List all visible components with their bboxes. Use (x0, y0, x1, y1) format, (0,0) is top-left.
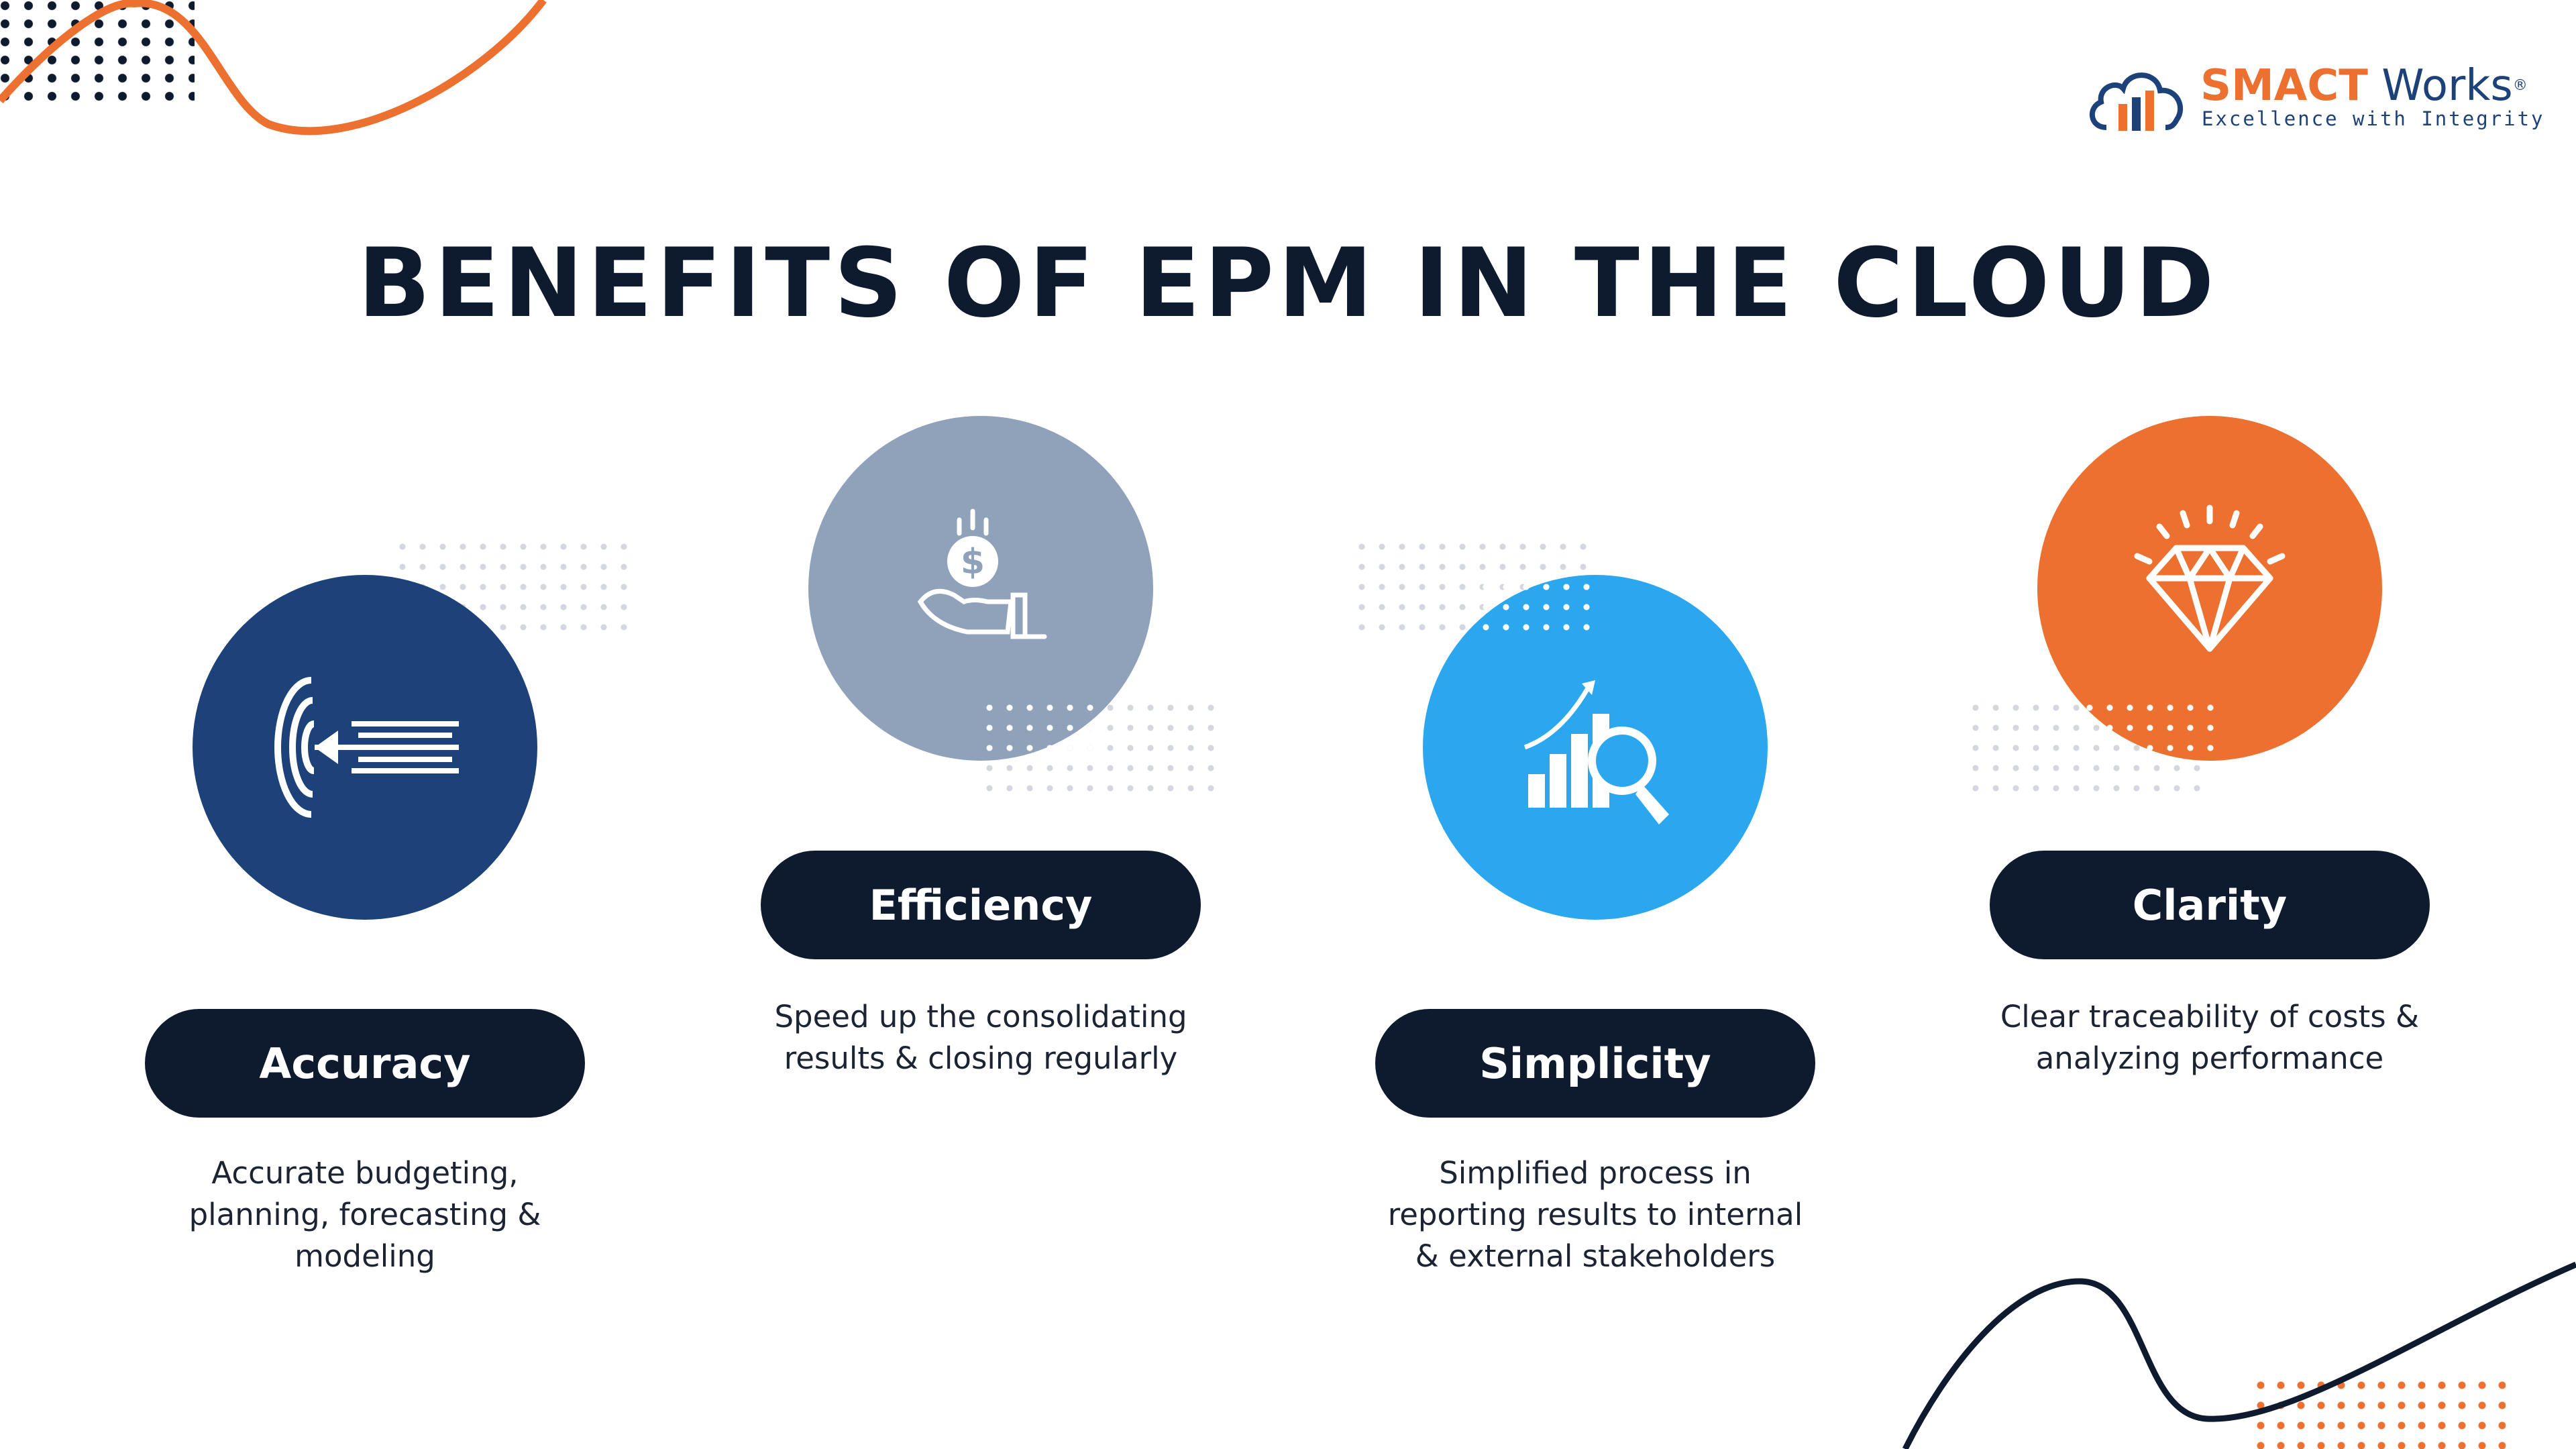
decorative-dots (2080, 698, 2214, 758)
description-line: Simplified process in (1439, 1155, 1752, 1191)
logo-tagline: Excellence with Integrity (2202, 107, 2545, 130)
accuracy-circle (193, 575, 537, 920)
simplicity-description: Simplified process in reporting results … (1327, 1152, 1864, 1277)
efficiency-label-pill: Efficiency (761, 851, 1201, 959)
page-title: BENEFITS OF EPM IN THE CLOUD (358, 228, 2218, 339)
logo-registered: ® (2512, 77, 2528, 94)
svg-text:$: $ (961, 542, 985, 582)
description-line: Clear traceability of costs & (2000, 999, 2420, 1034)
cloud-chart-logo-icon (2089, 72, 2183, 131)
smactworks-logo: SMACT Works® Excellence with Integrity (2086, 62, 2543, 136)
decorative-dots (1476, 577, 1600, 637)
accuracy-description: Accurate budgeting, planning, forecastin… (97, 1152, 633, 1277)
decorative-dots (979, 698, 1100, 758)
description-line: planning, forecasting & (189, 1197, 541, 1232)
description-line: Speed up the consolidating (774, 999, 1187, 1034)
description-line: results & closing regularly (784, 1040, 1178, 1076)
decorative-orange-curve (0, 0, 547, 136)
logo-wordmark: SMACT Works® (2200, 62, 2528, 110)
efficiency-description: Speed up the consolidating results & clo… (712, 996, 1249, 1079)
description-line: & external stakeholders (1415, 1238, 1776, 1274)
simplicity-label-pill: Simplicity (1375, 1009, 1815, 1118)
chart-magnifier-icon (1523, 680, 1669, 824)
target-arrow-icon (274, 677, 459, 818)
description-line: modeling (294, 1238, 435, 1274)
logo-smact: SMACT (2200, 61, 2368, 111)
description-line: reporting results to internal (1387, 1197, 1803, 1232)
accuracy-label-pill: Accuracy (145, 1009, 585, 1118)
description-line: Accurate budgeting, (211, 1155, 519, 1191)
decorative-dots-bottom-right (2251, 1375, 2506, 1449)
decorative-navy-curve (1902, 1261, 2576, 1449)
hand-coin-icon: $ (917, 508, 1047, 639)
diamond-icon (2134, 504, 2286, 652)
clarity-description: Clear traceability of costs & analyzing … (1941, 996, 2478, 1079)
description-line: analyzing performance (2035, 1040, 2384, 1076)
clarity-label-pill: Clarity (1990, 851, 2430, 959)
logo-works: Works (2381, 61, 2513, 111)
